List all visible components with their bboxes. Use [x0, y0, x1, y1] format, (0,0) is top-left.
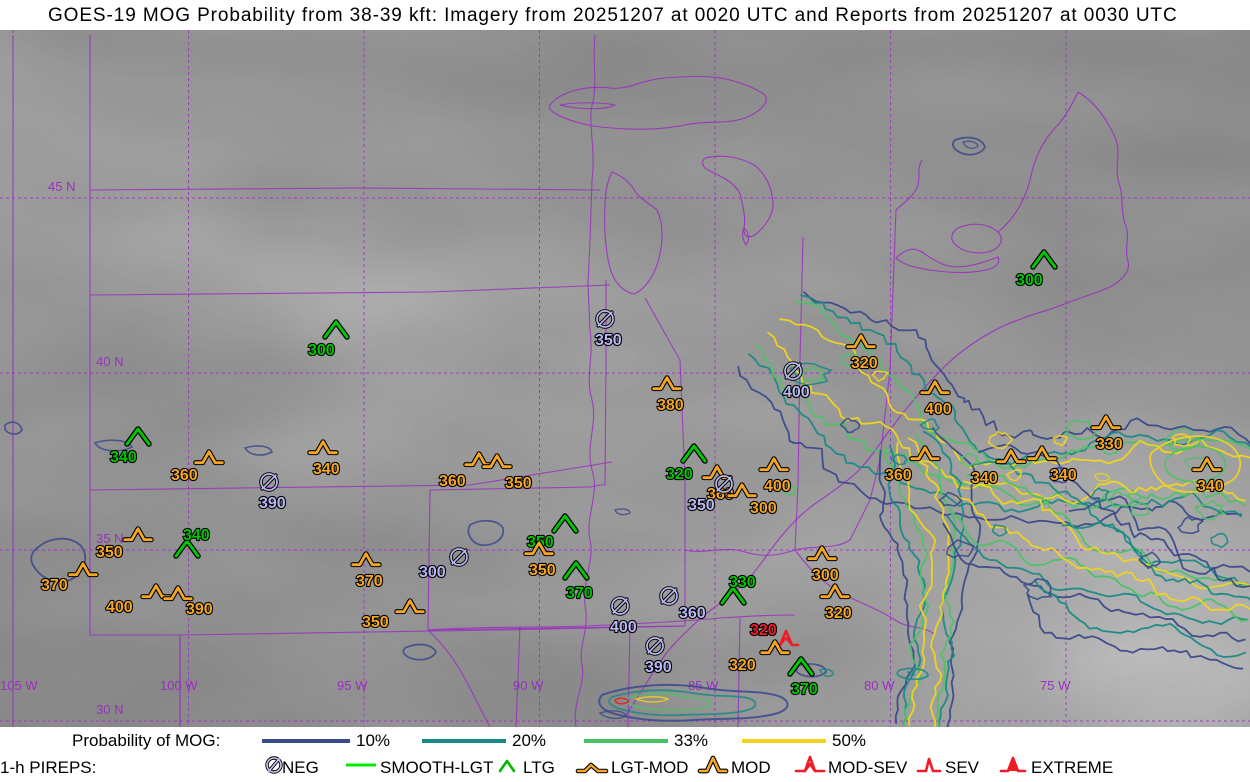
- svg-text:330: 330: [1096, 436, 1123, 453]
- svg-text:50%: 50%: [832, 731, 866, 750]
- svg-text:MOD-SEV: MOD-SEV: [828, 758, 908, 777]
- svg-text:340: 340: [313, 461, 340, 478]
- svg-text:45 N: 45 N: [48, 179, 75, 194]
- svg-text:Probability of MOG:: Probability of MOG:: [72, 731, 220, 750]
- svg-text:400: 400: [610, 619, 637, 636]
- svg-text:360: 360: [171, 467, 198, 484]
- svg-text:370: 370: [356, 573, 383, 590]
- svg-text:350: 350: [96, 544, 123, 561]
- svg-text:360: 360: [885, 467, 912, 484]
- svg-text:400: 400: [764, 478, 791, 495]
- svg-text:33%: 33%: [674, 731, 708, 750]
- svg-text:340: 340: [1050, 467, 1077, 484]
- svg-text:100 W: 100 W: [160, 678, 198, 693]
- svg-text:300: 300: [1016, 272, 1043, 289]
- svg-text:360: 360: [439, 473, 466, 490]
- svg-text:380: 380: [657, 397, 684, 414]
- svg-text:360: 360: [679, 605, 706, 622]
- svg-text:350: 350: [362, 614, 389, 631]
- svg-text:10%: 10%: [356, 731, 390, 750]
- svg-text:EXTREME: EXTREME: [1031, 758, 1113, 777]
- svg-text:320: 320: [825, 605, 852, 622]
- svg-text:340: 340: [1197, 478, 1224, 495]
- svg-text:300: 300: [812, 567, 839, 584]
- svg-text:NEG: NEG: [282, 758, 319, 777]
- svg-text:SEV: SEV: [945, 758, 980, 777]
- svg-text:20%: 20%: [512, 731, 546, 750]
- svg-text:80 W: 80 W: [864, 678, 895, 693]
- svg-text:370: 370: [41, 577, 68, 594]
- svg-text:LTG: LTG: [523, 758, 555, 777]
- svg-text:340: 340: [971, 470, 998, 487]
- svg-text:320: 320: [666, 466, 693, 483]
- svg-text:40 N: 40 N: [96, 354, 123, 369]
- svg-text:105 W: 105 W: [0, 678, 38, 693]
- svg-text:400: 400: [925, 401, 952, 418]
- svg-text:300: 300: [308, 342, 335, 359]
- svg-text:370: 370: [566, 585, 593, 602]
- svg-text:350: 350: [595, 332, 622, 349]
- svg-text:LGT-MOD: LGT-MOD: [611, 758, 688, 777]
- svg-text:350: 350: [688, 497, 715, 514]
- svg-text:95 W: 95 W: [337, 678, 368, 693]
- svg-text:390: 390: [186, 601, 213, 618]
- svg-text:320: 320: [729, 657, 756, 674]
- svg-text:400: 400: [106, 599, 133, 616]
- svg-text:320: 320: [851, 355, 878, 372]
- svg-text:370: 370: [791, 681, 818, 698]
- svg-text:300: 300: [750, 500, 777, 517]
- svg-text:390: 390: [259, 495, 286, 512]
- svg-text:MOD: MOD: [731, 758, 771, 777]
- svg-text:390: 390: [645, 659, 672, 676]
- svg-text:1-h PIREPS:: 1-h PIREPS:: [0, 758, 96, 777]
- svg-text:350: 350: [529, 562, 556, 579]
- svg-text:SMOOTH-LGT: SMOOTH-LGT: [380, 758, 493, 777]
- svg-text:340: 340: [110, 449, 137, 466]
- svg-text:300: 300: [419, 564, 446, 581]
- svg-text:75 W: 75 W: [1040, 678, 1071, 693]
- svg-text:350: 350: [505, 475, 532, 492]
- svg-text:330: 330: [729, 574, 756, 591]
- svg-text:30 N: 30 N: [96, 702, 123, 717]
- svg-text:340: 340: [183, 527, 210, 544]
- svg-text:400: 400: [783, 384, 810, 401]
- svg-text:320: 320: [750, 622, 777, 639]
